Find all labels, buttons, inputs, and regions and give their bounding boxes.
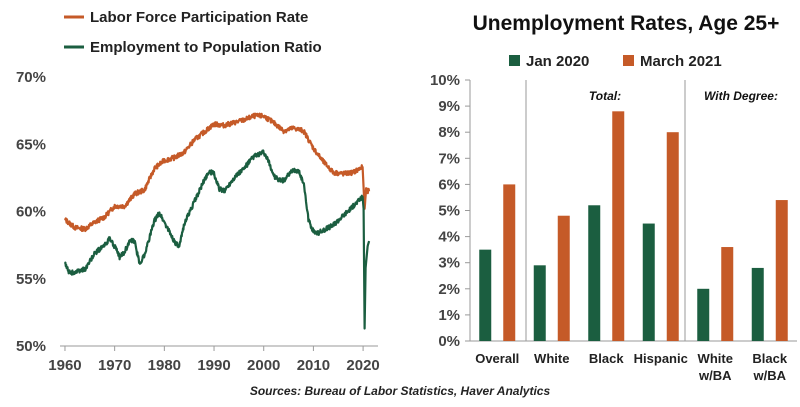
left-y-tick: 50% (16, 338, 46, 355)
right-chart-title: Unemployment Rates, Age 25+ (473, 12, 780, 35)
left-x-tick: 1990 (197, 357, 230, 374)
left-series-group (63, 112, 371, 330)
left-chart: 50% 55% 60% 65% 70% 1960 1970 1980 1990 2000 2010… (16, 9, 380, 374)
right-x-axis: Overall White Black Hispanic White w/BA Black w… (475, 351, 788, 383)
left-x-tick: 1980 (148, 357, 181, 374)
bar-jan2020-0 (479, 249, 492, 341)
left-x-tick: 2010 (297, 357, 330, 374)
right-y-tick: 3% (438, 255, 460, 272)
series-line-epop (63, 149, 371, 330)
right-y-tick: 9% (438, 98, 460, 115)
left-y-axis: 50% 55% 60% 65% 70% (16, 69, 46, 355)
bar-mar2021-5 (775, 200, 788, 341)
right-y-axis: 0% 1% 2% 3% 4% 5% 6% 7% 8% 9% 10% (430, 72, 470, 350)
bar-jan2020-1 (533, 265, 546, 341)
source-note: Sources: Bureau of Labor Statistics, Hav… (249, 384, 551, 398)
right-y-tick: 6% (438, 176, 460, 193)
bar-jan2020-2 (588, 205, 601, 341)
category-label: White (534, 351, 569, 366)
bar-mar2021-1 (557, 215, 570, 341)
bar-jan2020-4 (697, 288, 710, 341)
bar-jan2020-3 (642, 223, 655, 341)
left-y-tick: 60% (16, 204, 46, 221)
left-y-tick: 55% (16, 271, 46, 288)
category-label-sub: w/BA (698, 368, 732, 383)
bar-jan2020-5 (751, 267, 764, 341)
category-label: Black (752, 351, 787, 366)
legend-label-epop: Employment to Population Ratio (90, 39, 322, 56)
right-y-tick: 0% (438, 333, 460, 350)
legend-label-mar2021: March 2021 (640, 53, 722, 70)
series-line-lfpr (63, 112, 371, 233)
right-bars (479, 111, 788, 341)
right-y-tick: 10% (430, 72, 460, 89)
category-label-sub: w/BA (753, 368, 787, 383)
left-x-tick: 1970 (98, 357, 131, 374)
right-legend: Jan 2020 March 2021 (509, 53, 722, 70)
left-y-tick: 65% (16, 136, 46, 153)
category-label: Black (589, 351, 624, 366)
legend-label-lfpr: Labor Force Participation Rate (90, 9, 308, 26)
bar-mar2021-4 (721, 247, 734, 341)
left-x-tick: 2000 (247, 357, 280, 374)
left-x-axis: 1960 1970 1980 1990 2000 2010 2020 (48, 346, 380, 374)
bar-mar2021-2 (612, 111, 625, 341)
group-label-total: Total: (589, 89, 621, 103)
legend-swatch-jan2020 (509, 55, 520, 66)
group-label-degree: With Degree: (704, 89, 778, 103)
right-chart: Unemployment Rates, Age 25+ Jan 2020 Mar… (430, 12, 797, 383)
right-y-tick: 2% (438, 281, 460, 298)
left-y-tick: 70% (16, 69, 46, 86)
right-y-tick: 4% (438, 229, 460, 246)
left-x-tick: 2020 (346, 357, 379, 374)
right-y-tick: 8% (438, 124, 460, 141)
category-label: Overall (475, 351, 519, 366)
bar-mar2021-3 (666, 132, 679, 341)
category-label: White (698, 351, 733, 366)
category-label: Hispanic (634, 351, 688, 366)
right-y-tick: 1% (438, 307, 460, 324)
legend-swatch-mar2021 (623, 55, 634, 66)
bar-mar2021-0 (503, 184, 516, 341)
right-y-tick: 5% (438, 203, 460, 220)
legend-label-jan2020: Jan 2020 (526, 53, 589, 70)
left-legend: Labor Force Participation Rate Employmen… (64, 9, 322, 56)
right-y-tick: 7% (438, 150, 460, 167)
left-x-tick: 1960 (48, 357, 81, 374)
